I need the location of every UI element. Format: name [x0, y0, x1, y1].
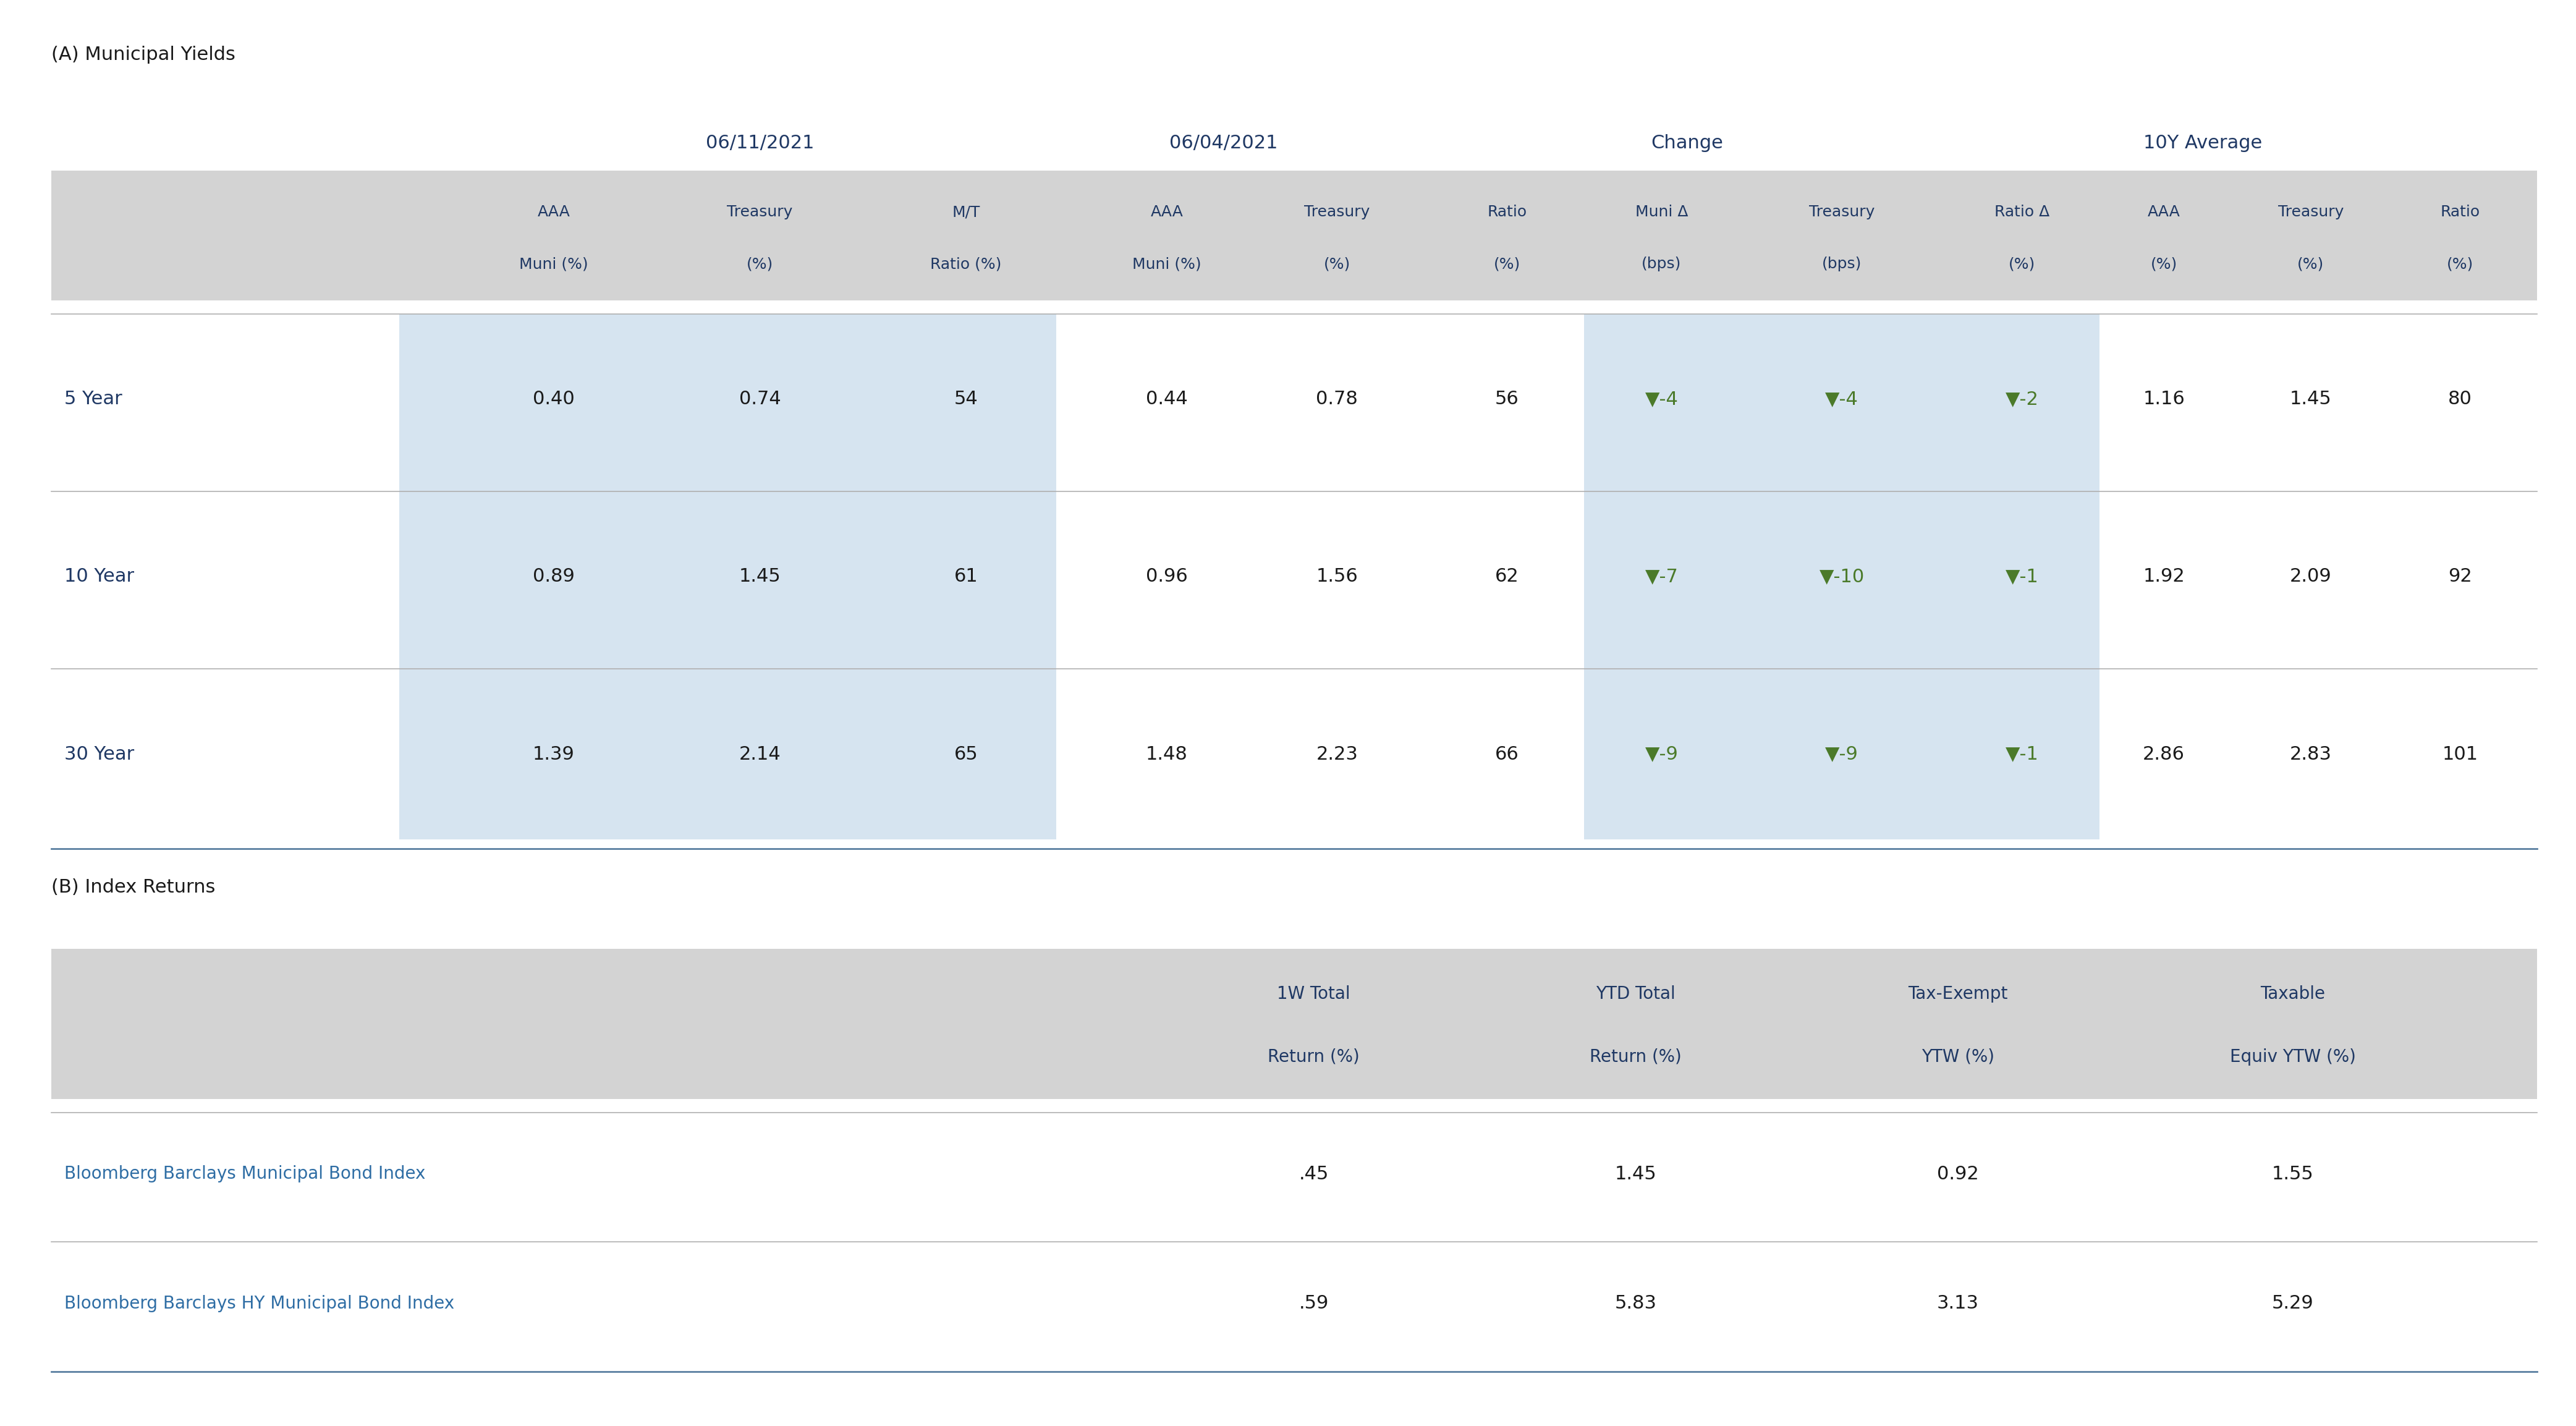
Text: 10Y Average: 10Y Average: [2143, 134, 2262, 153]
Text: (%): (%): [2298, 257, 2324, 271]
Text: AAA: AAA: [538, 205, 569, 220]
Text: 1.55: 1.55: [2272, 1165, 2313, 1182]
Text: 92: 92: [2447, 568, 2473, 586]
Text: 0.78: 0.78: [1316, 391, 1358, 408]
Text: Muni Δ: Muni Δ: [1636, 205, 1687, 220]
Text: (B) Index Returns: (B) Index Returns: [52, 878, 216, 896]
Bar: [1584, 314, 2099, 840]
Text: YTD Total: YTD Total: [1597, 985, 1674, 1002]
Text: 2.23: 2.23: [1316, 746, 1358, 763]
Text: 1.39: 1.39: [533, 746, 574, 763]
Text: (%): (%): [747, 257, 773, 271]
Text: 0.89: 0.89: [533, 568, 574, 586]
Text: 0.92: 0.92: [1937, 1165, 1978, 1182]
Text: (A) Municipal Yields: (A) Municipal Yields: [52, 46, 234, 64]
Text: 2.09: 2.09: [2290, 568, 2331, 586]
Text: 1.45: 1.45: [739, 568, 781, 586]
Text: 61: 61: [953, 568, 979, 586]
Text: ▼-1: ▼-1: [2007, 568, 2038, 586]
Text: 80: 80: [2447, 391, 2473, 408]
Text: AAA: AAA: [2148, 205, 2179, 220]
Text: Treasury: Treasury: [1303, 205, 1370, 220]
Text: 30 Year: 30 Year: [64, 746, 134, 763]
Text: YTW (%): YTW (%): [1922, 1048, 1994, 1065]
Text: Tax-Exempt: Tax-Exempt: [1909, 985, 2007, 1002]
Text: 5.29: 5.29: [2272, 1295, 2313, 1312]
Text: 56: 56: [1494, 391, 1520, 408]
Text: (%): (%): [2151, 257, 2177, 271]
Text: ▼-10: ▼-10: [1819, 568, 1865, 586]
Text: Return (%): Return (%): [1589, 1048, 1682, 1065]
Text: ▼-7: ▼-7: [1646, 568, 1677, 586]
Text: Treasury: Treasury: [726, 205, 793, 220]
Text: 1W Total: 1W Total: [1278, 985, 1350, 1002]
Bar: [52, 948, 2537, 1099]
Text: 3.13: 3.13: [1937, 1295, 1978, 1312]
Text: (%): (%): [2447, 257, 2473, 271]
Text: 1.45: 1.45: [2290, 391, 2331, 408]
Bar: [399, 314, 1056, 840]
Text: 1.16: 1.16: [2143, 391, 2184, 408]
Text: ▼-4: ▼-4: [1826, 391, 1857, 408]
Text: 0.74: 0.74: [739, 391, 781, 408]
Text: (%): (%): [1324, 257, 1350, 271]
Text: 5.83: 5.83: [1615, 1295, 1656, 1312]
Text: 54: 54: [953, 391, 979, 408]
Text: 2.14: 2.14: [739, 746, 781, 763]
Text: Bloomberg Barclays Municipal Bond Index: Bloomberg Barclays Municipal Bond Index: [64, 1165, 425, 1182]
Text: Treasury: Treasury: [1808, 205, 1875, 220]
Text: 10 Year: 10 Year: [64, 568, 134, 586]
Text: 0.44: 0.44: [1146, 391, 1188, 408]
Text: Muni (%): Muni (%): [520, 257, 587, 271]
Text: 06/04/2021: 06/04/2021: [1170, 134, 1278, 153]
Text: 1.56: 1.56: [1316, 568, 1358, 586]
Text: 62: 62: [1494, 568, 1520, 586]
Text: ▼-4: ▼-4: [1646, 391, 1677, 408]
Text: M/T: M/T: [953, 205, 979, 220]
Text: ▼-1: ▼-1: [2007, 746, 2038, 763]
Text: (%): (%): [1494, 257, 1520, 271]
Text: 0.96: 0.96: [1146, 568, 1188, 586]
Text: Equiv YTW (%): Equiv YTW (%): [2231, 1048, 2354, 1065]
Text: 65: 65: [953, 746, 979, 763]
Text: 66: 66: [1494, 746, 1520, 763]
Text: (%): (%): [2009, 257, 2035, 271]
Text: .59: .59: [1298, 1295, 1329, 1312]
Text: 0.40: 0.40: [533, 391, 574, 408]
Text: 101: 101: [2442, 746, 2478, 763]
Text: Bloomberg Barclays HY Municipal Bond Index: Bloomberg Barclays HY Municipal Bond Ind…: [64, 1295, 453, 1312]
Text: Return (%): Return (%): [1267, 1048, 1360, 1065]
Text: Ratio: Ratio: [1486, 205, 1528, 220]
Text: 5 Year: 5 Year: [64, 391, 121, 408]
Bar: [52, 171, 2537, 301]
Text: 2.83: 2.83: [2290, 746, 2331, 763]
Text: ▼-9: ▼-9: [1646, 746, 1677, 763]
Text: Treasury: Treasury: [2277, 205, 2344, 220]
Text: 1.48: 1.48: [1146, 746, 1188, 763]
Text: 1.45: 1.45: [1615, 1165, 1656, 1182]
Text: (bps): (bps): [1641, 257, 1682, 271]
Text: Ratio (%): Ratio (%): [930, 257, 1002, 271]
Text: 1.92: 1.92: [2143, 568, 2184, 586]
Text: AAA: AAA: [1151, 205, 1182, 220]
Text: 06/11/2021: 06/11/2021: [706, 134, 814, 153]
Text: ▼-9: ▼-9: [1826, 746, 1857, 763]
Text: (bps): (bps): [1821, 257, 1862, 271]
Text: Taxable: Taxable: [2259, 985, 2326, 1002]
Text: Change: Change: [1651, 134, 1723, 153]
Text: Ratio Δ: Ratio Δ: [1994, 205, 2050, 220]
Text: Ratio: Ratio: [2439, 205, 2481, 220]
Text: .45: .45: [1298, 1165, 1329, 1182]
Text: Muni (%): Muni (%): [1133, 257, 1200, 271]
Text: 2.86: 2.86: [2143, 746, 2184, 763]
Text: ▼-2: ▼-2: [2007, 391, 2038, 408]
